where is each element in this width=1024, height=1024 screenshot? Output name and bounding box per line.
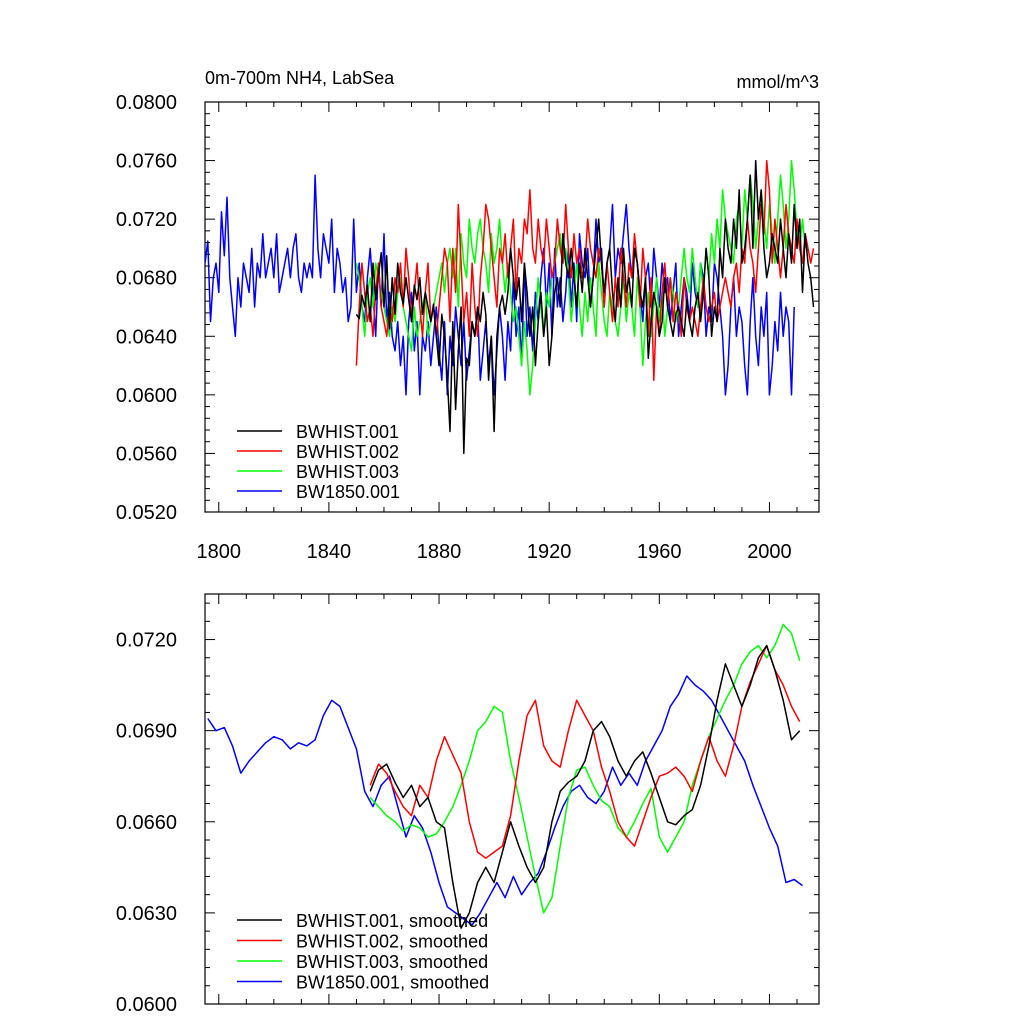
y-tick-label: 0.0720 <box>116 209 177 231</box>
y-tick-label: 0.0660 <box>116 812 177 834</box>
legend-label: BWHIST.001, smoothed <box>296 911 488 931</box>
x-tick-label: 1880 <box>417 541 462 563</box>
y-tick-label: 0.0680 <box>116 268 177 290</box>
series-line-1 <box>355 159 815 455</box>
series-line-1 <box>369 644 801 929</box>
y-tick-label: 0.0640 <box>116 326 177 348</box>
x-tick-label: 1800 <box>197 541 242 563</box>
top-panel: 0m-700m NH4, LabSea mmol/m^3 0.0520 0.056… <box>116 68 820 563</box>
top-chart-title: 0m-700m NH4, LabSea <box>205 68 395 88</box>
legend-label: BWHIST.002 <box>296 442 399 462</box>
y-tick-label: 0.0720 <box>116 630 177 652</box>
legend-label: BW1850.001, smoothed <box>296 973 489 993</box>
y-tick-label: 0.0760 <box>116 151 177 173</box>
x-tick-label: 2000 <box>747 541 792 563</box>
legend-label: BWHIST.001 <box>296 422 399 442</box>
x-tick-label: 1920 <box>527 541 572 563</box>
series-line-2 <box>369 644 801 859</box>
y-tick-label: 0.0560 <box>116 443 177 465</box>
y-tick-label: 0.0800 <box>116 92 177 114</box>
x-tick-label: 1840 <box>307 541 352 563</box>
y-tick-label: 0.0600 <box>116 385 177 407</box>
y-tick-label: 0.0600 <box>116 994 177 1016</box>
y-tick-label: 0.0690 <box>116 721 177 743</box>
y-tick-label: 0.0630 <box>116 903 177 925</box>
plot-frame <box>204 101 820 513</box>
bottom-panel: 0.0600 0.0630 0.0660 0.0690 0.0720 BWHIST.001… <box>116 593 820 1016</box>
plot-frame <box>204 593 820 1005</box>
y-tick-label: 0.0520 <box>116 502 177 524</box>
legend-label: BWHIST.002, smoothed <box>296 932 488 952</box>
series-line-4 <box>207 675 803 926</box>
legend-label: BW1850.001 <box>296 482 400 502</box>
legend-label: BWHIST.003, smoothed <box>296 952 488 972</box>
x-tick-label: 1960 <box>637 541 682 563</box>
legend-label: BWHIST.003 <box>296 462 399 482</box>
top-chart-units: mmol/m^3 <box>737 72 819 92</box>
